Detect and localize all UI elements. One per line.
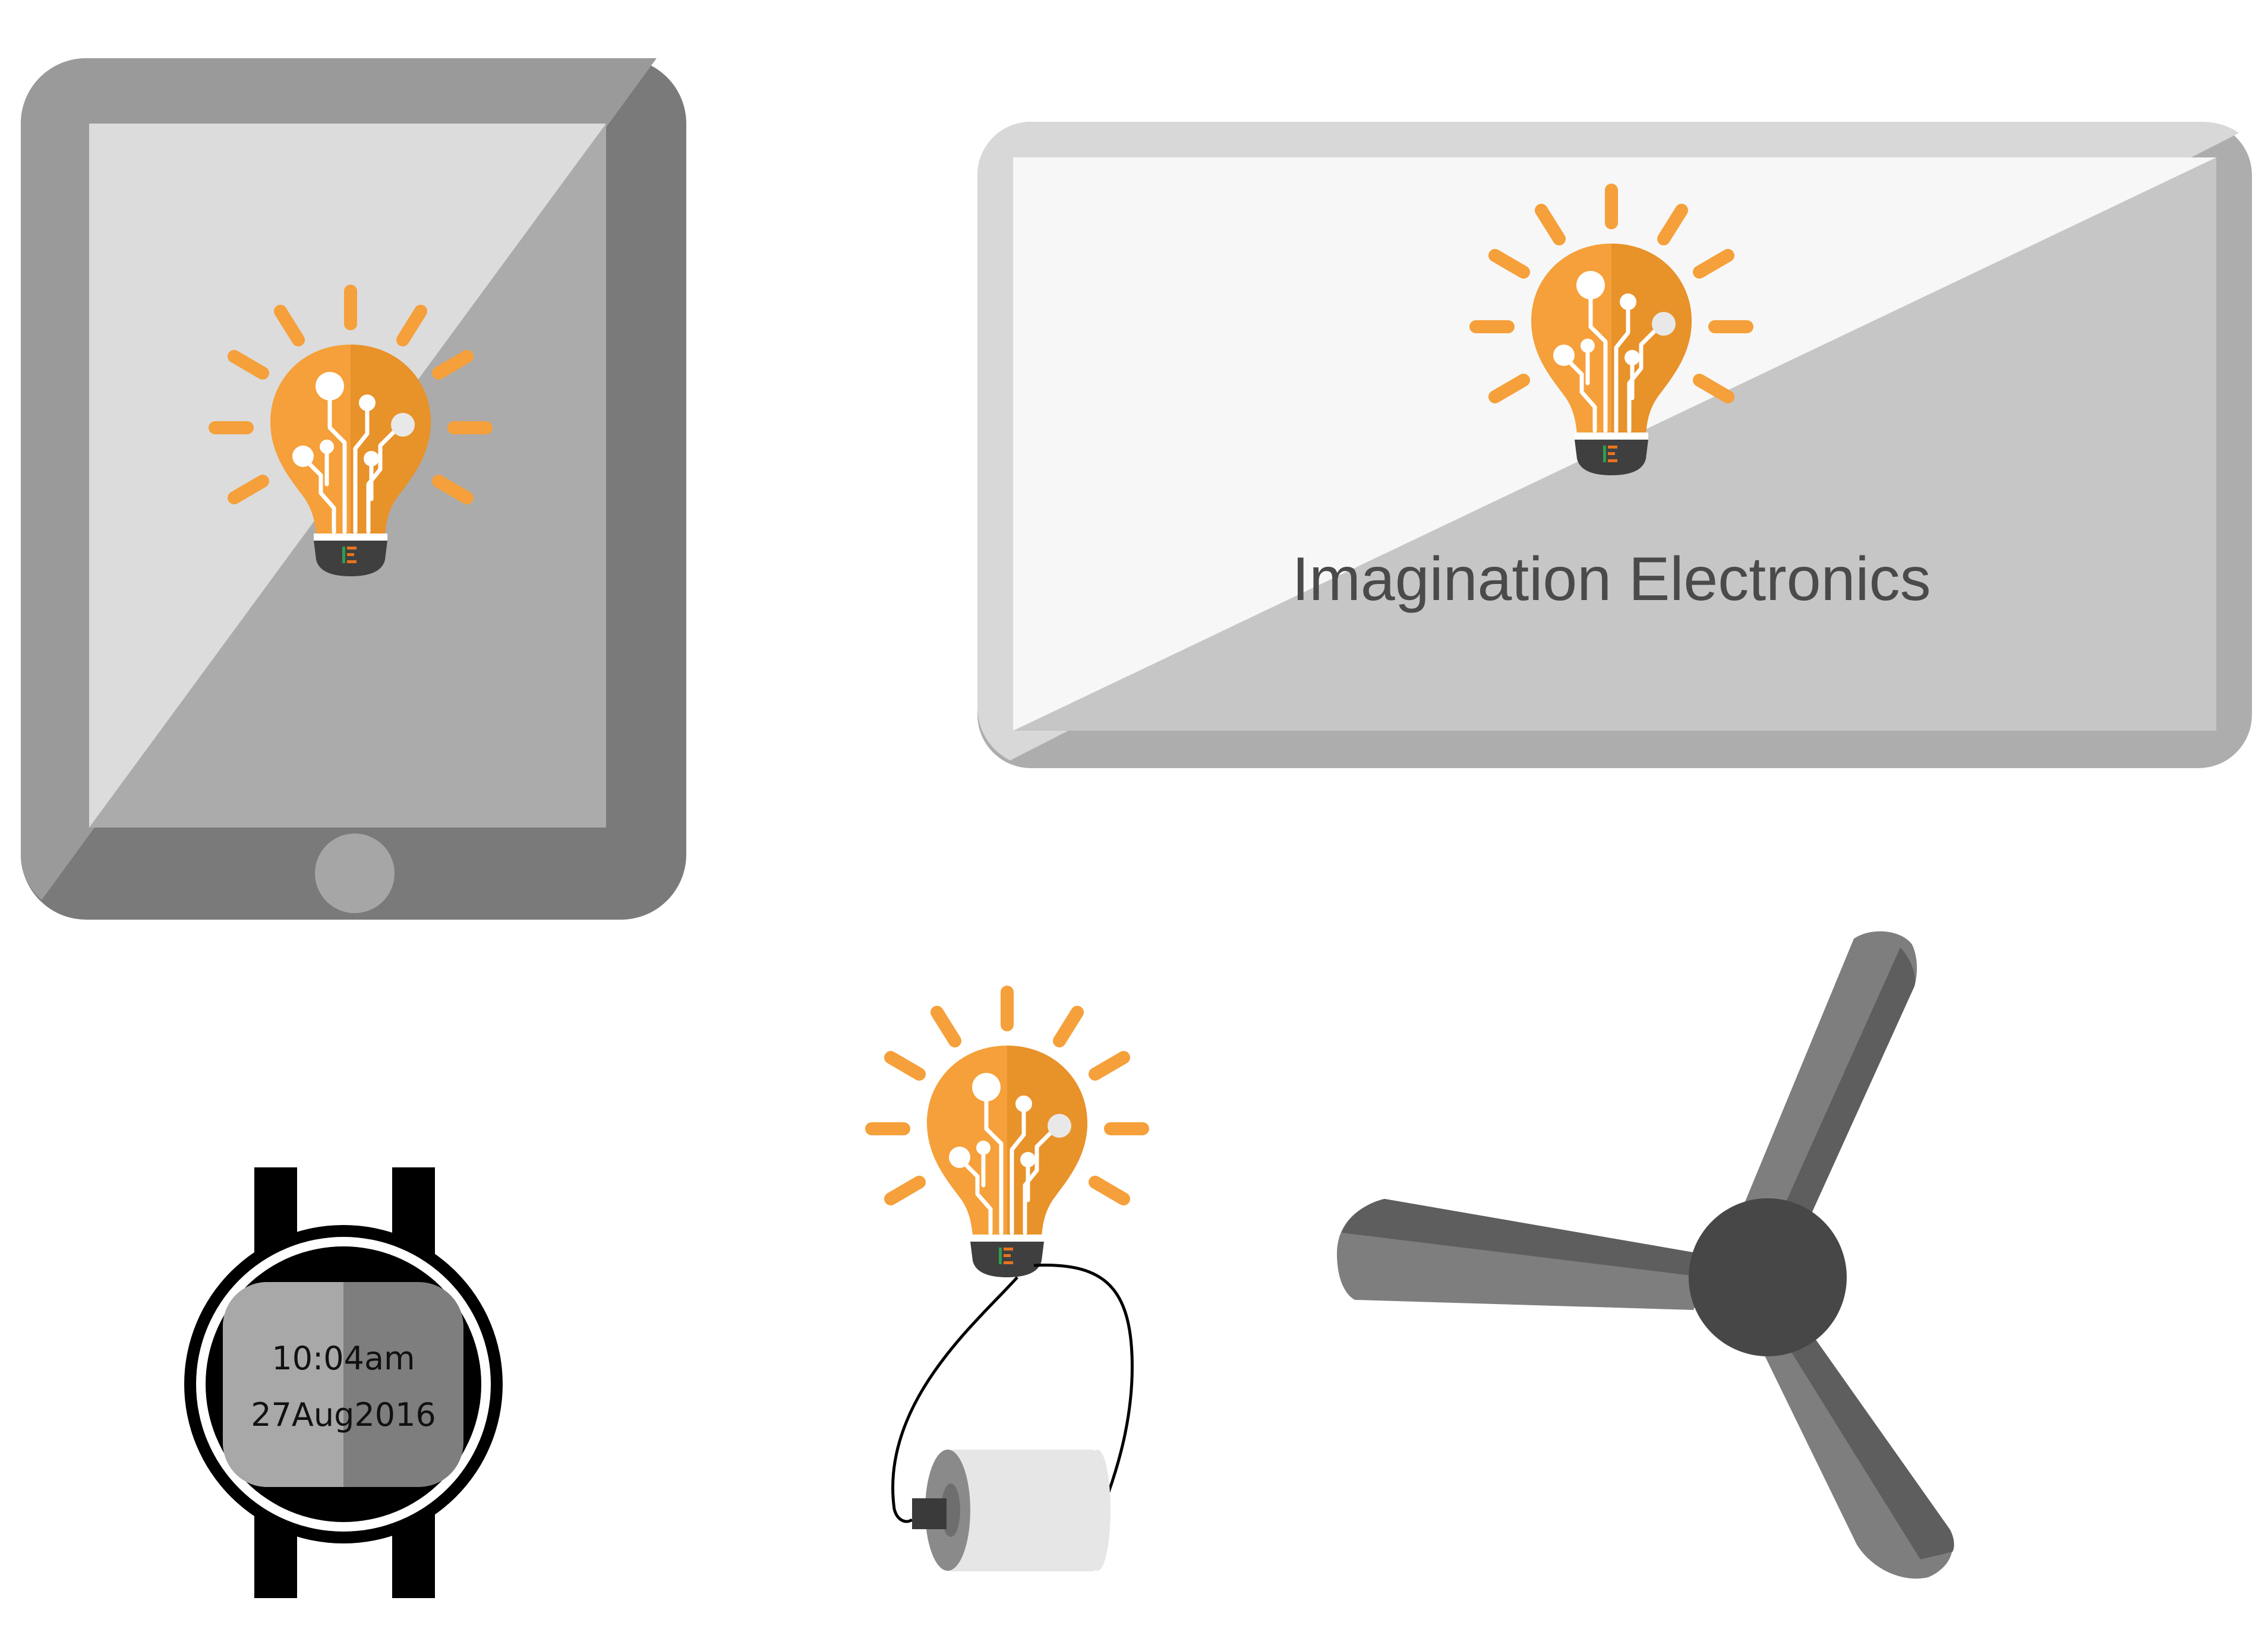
smartwatch-icon: 10:04am 27Aug2016 [184, 1167, 503, 1598]
tablet-icon [21, 58, 686, 920]
tv-icon: Imagination Electronics [977, 122, 2252, 768]
brand-name-text: Imagination Electronics [1292, 545, 1931, 614]
wire-left [891, 1276, 1018, 1523]
toilet-paper-roll-icon [912, 1450, 1111, 1571]
watch-date-text: 27Aug2016 [251, 1396, 436, 1434]
roll-sensor [912, 1498, 947, 1529]
bulb-with-paper-roll [872, 992, 1143, 1571]
fan-hub [1689, 1198, 1847, 1356]
watch-time-text: 10:04am [272, 1340, 415, 1377]
wire-right [1033, 1264, 1134, 1516]
ceiling-fan-icon [1337, 931, 1954, 1579]
lightbulb-circuit-icon [872, 992, 1143, 1277]
tablet-home-button [315, 834, 395, 913]
